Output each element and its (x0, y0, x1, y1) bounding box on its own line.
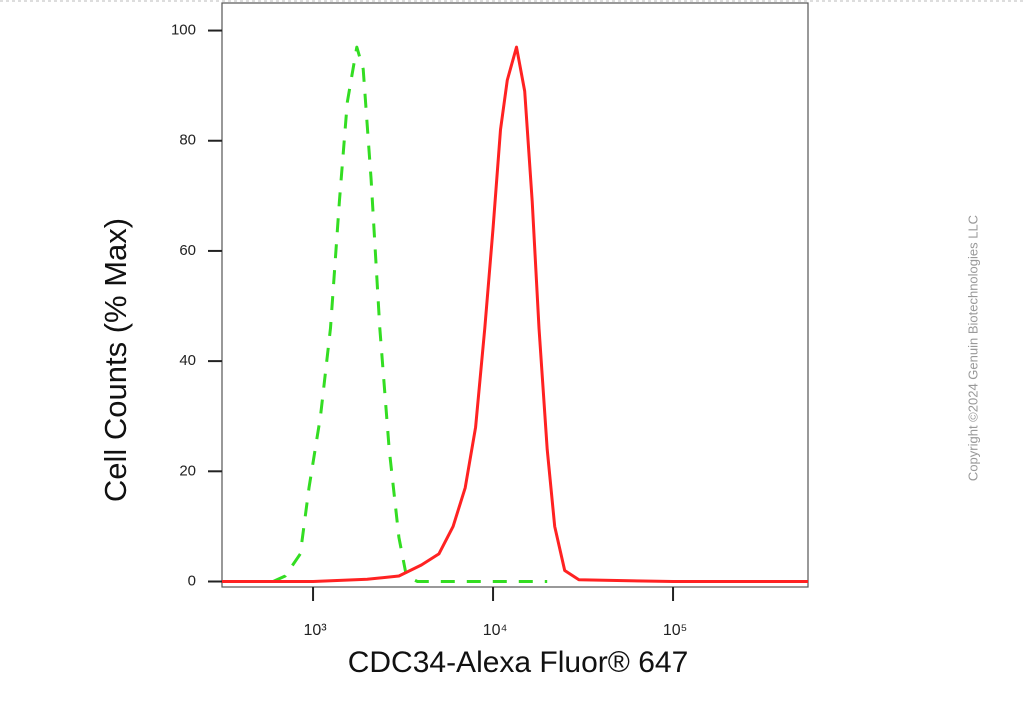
x-tick-label: 10⁴ (483, 622, 508, 639)
y-tick-label: 20 (179, 462, 196, 479)
x-tick-label: 10⁵ (663, 622, 687, 639)
y-tick-label: 0 (188, 572, 196, 589)
y-tick-label: 40 (179, 352, 196, 369)
copyright: Copyright ©2024 Genuin Biotechnologies L… (965, 215, 980, 481)
plot-frame (221, 2, 809, 588)
y-tick-label: 60 (179, 242, 196, 259)
y-tick-label: 100 (171, 22, 196, 39)
series-line (222, 45, 808, 583)
x-axis-title: CDC34-Alexa Fluor® 647 (348, 646, 689, 679)
series-line (272, 45, 548, 583)
y-axis-title: Cell Counts (% Max) (98, 218, 133, 502)
x-tick-label: 10³ (303, 622, 327, 639)
y-tick-label: 80 (179, 132, 196, 149)
